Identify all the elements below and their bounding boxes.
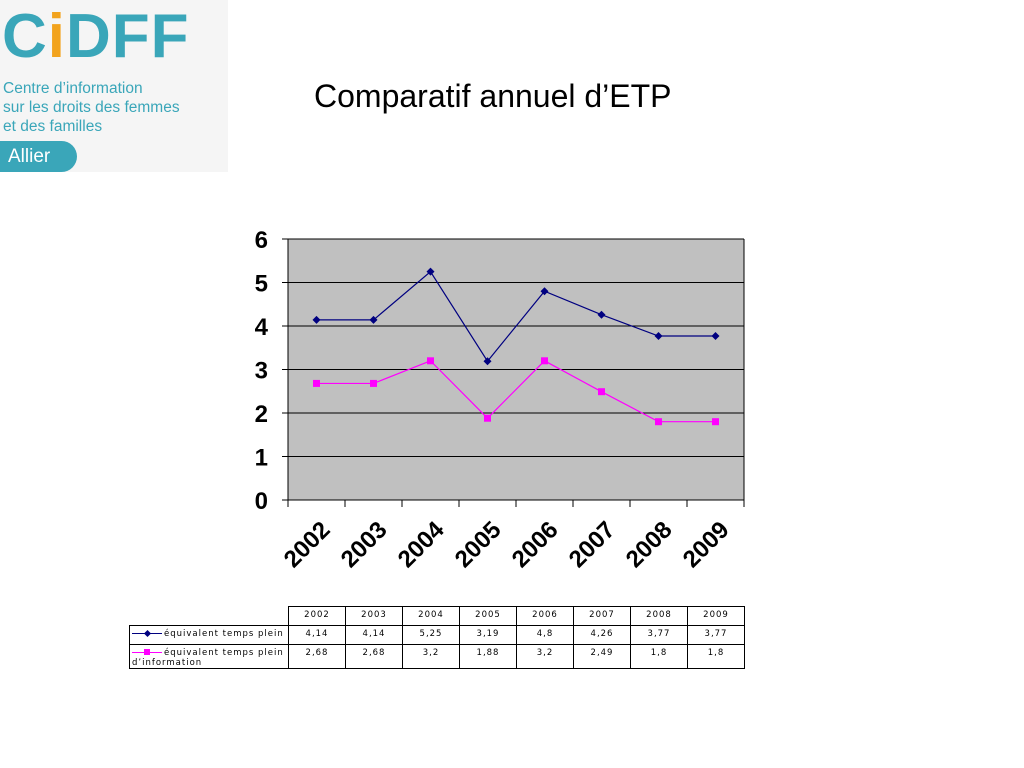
table-row: équivalent temps plein d’information 2,6… (129, 644, 745, 669)
y-tick-label: 1 (255, 445, 268, 472)
table-cell: 1,8 (687, 644, 745, 669)
table-cell: 1,88 (459, 644, 517, 669)
y-tick-label: 0 (255, 488, 268, 515)
table-header-cell: 2008 (630, 606, 688, 626)
y-tick-label: 3 (255, 358, 268, 385)
table-cell: 3,77 (630, 625, 688, 645)
table-cell: 4,14 (345, 625, 403, 645)
table-header-cell: 2006 (516, 606, 574, 626)
table-cell: 2,49 (573, 644, 631, 669)
logo-line-3: et des familles (3, 118, 103, 135)
table-header-cell: 2003 (345, 606, 403, 626)
logo-badge-allier: Allier (0, 141, 77, 172)
table-cell: 3,2 (402, 644, 460, 669)
data-point-1 (369, 315, 378, 324)
legend-entry-series2: équivalent temps plein d’information (129, 644, 289, 669)
x-tick-label: 2003 (336, 516, 393, 573)
table-header-cell: 2007 (573, 606, 631, 626)
table-cell: 4,8 (516, 625, 574, 645)
cidff-logo: CiDFF Centre d’information sur les droit… (0, 0, 228, 172)
logo-line-2: sur les droits des femmes (3, 99, 180, 116)
table-cell: 3,77 (687, 625, 745, 645)
table-header-cell: 2004 (402, 606, 460, 626)
data-point-1 (597, 310, 606, 319)
table-header-row: 2002 2003 2004 2005 2006 2007 2008 2009 (129, 606, 745, 626)
data-point-2 (712, 418, 719, 426)
table-corner (129, 606, 289, 626)
data-point-1 (540, 287, 549, 296)
x-tick-label: 2005 (450, 516, 507, 573)
legend-label-series1: équivalent temps plein (164, 629, 284, 639)
y-tick-label: 6 (255, 227, 268, 254)
table-cell: 4,14 (288, 625, 346, 645)
y-tick-label: 2 (255, 401, 268, 428)
data-point-2 (541, 357, 548, 365)
series-line-1 (316, 270, 716, 363)
logo-wordmark: CiDFF (2, 2, 190, 71)
table-cell: 2,68 (345, 644, 403, 669)
table-cell: 1,8 (630, 644, 688, 669)
data-point-1 (711, 332, 720, 341)
logo-line-1: Centre d’information (3, 80, 143, 97)
table-row: équivalent temps plein 4,14 4,14 5,25 3,19 4… (129, 625, 745, 645)
x-tick-label: 2004 (393, 516, 450, 573)
y-tick-label: 5 (255, 271, 268, 298)
series-line-2 (316, 360, 716, 423)
legend-entry-series1: équivalent temps plein (129, 625, 289, 645)
data-point-1 (483, 357, 492, 366)
data-point-1 (426, 267, 435, 276)
legend-square-icon (132, 648, 162, 656)
line-chart: 0 1 2 3 4 5 6 2002 2003 2004 2005 2006 2007 2008 2009 (255, 227, 745, 573)
x-tick-label: 2007 (564, 516, 621, 573)
data-point-2 (370, 379, 377, 387)
page-title: Comparatif annuel d’ETP (314, 78, 672, 114)
data-point-1 (312, 315, 321, 324)
data-point-2 (427, 357, 434, 365)
data-point-2 (655, 418, 662, 426)
legend-label-series2: équivalent temps plein (164, 648, 284, 658)
y-tick-label: 4 (255, 314, 269, 341)
x-tick-label: 2006 (507, 516, 564, 573)
table-cell: 3,19 (459, 625, 517, 645)
table-cell: 5,25 (402, 625, 460, 645)
data-point-2 (484, 414, 491, 422)
table-cell: 2,68 (288, 644, 346, 669)
data-point-2 (598, 388, 605, 396)
table-header-cell: 2002 (288, 606, 346, 626)
data-point-1 (654, 332, 663, 341)
data-point-2 (313, 379, 320, 387)
table-header-cell: 2009 (687, 606, 745, 626)
legend-label-series2-cont: d’information (132, 658, 203, 668)
table-cell: 4,26 (573, 625, 631, 645)
table-cell: 3,2 (516, 644, 574, 669)
table-header-cell: 2005 (459, 606, 517, 626)
legend-diamond-icon (132, 629, 162, 637)
x-tick-label: 2009 (678, 516, 735, 573)
x-tick-label: 2002 (279, 516, 336, 573)
x-tick-label: 2008 (621, 516, 678, 573)
data-table: 2002 2003 2004 2005 2006 2007 2008 2009 équival… (129, 606, 745, 669)
